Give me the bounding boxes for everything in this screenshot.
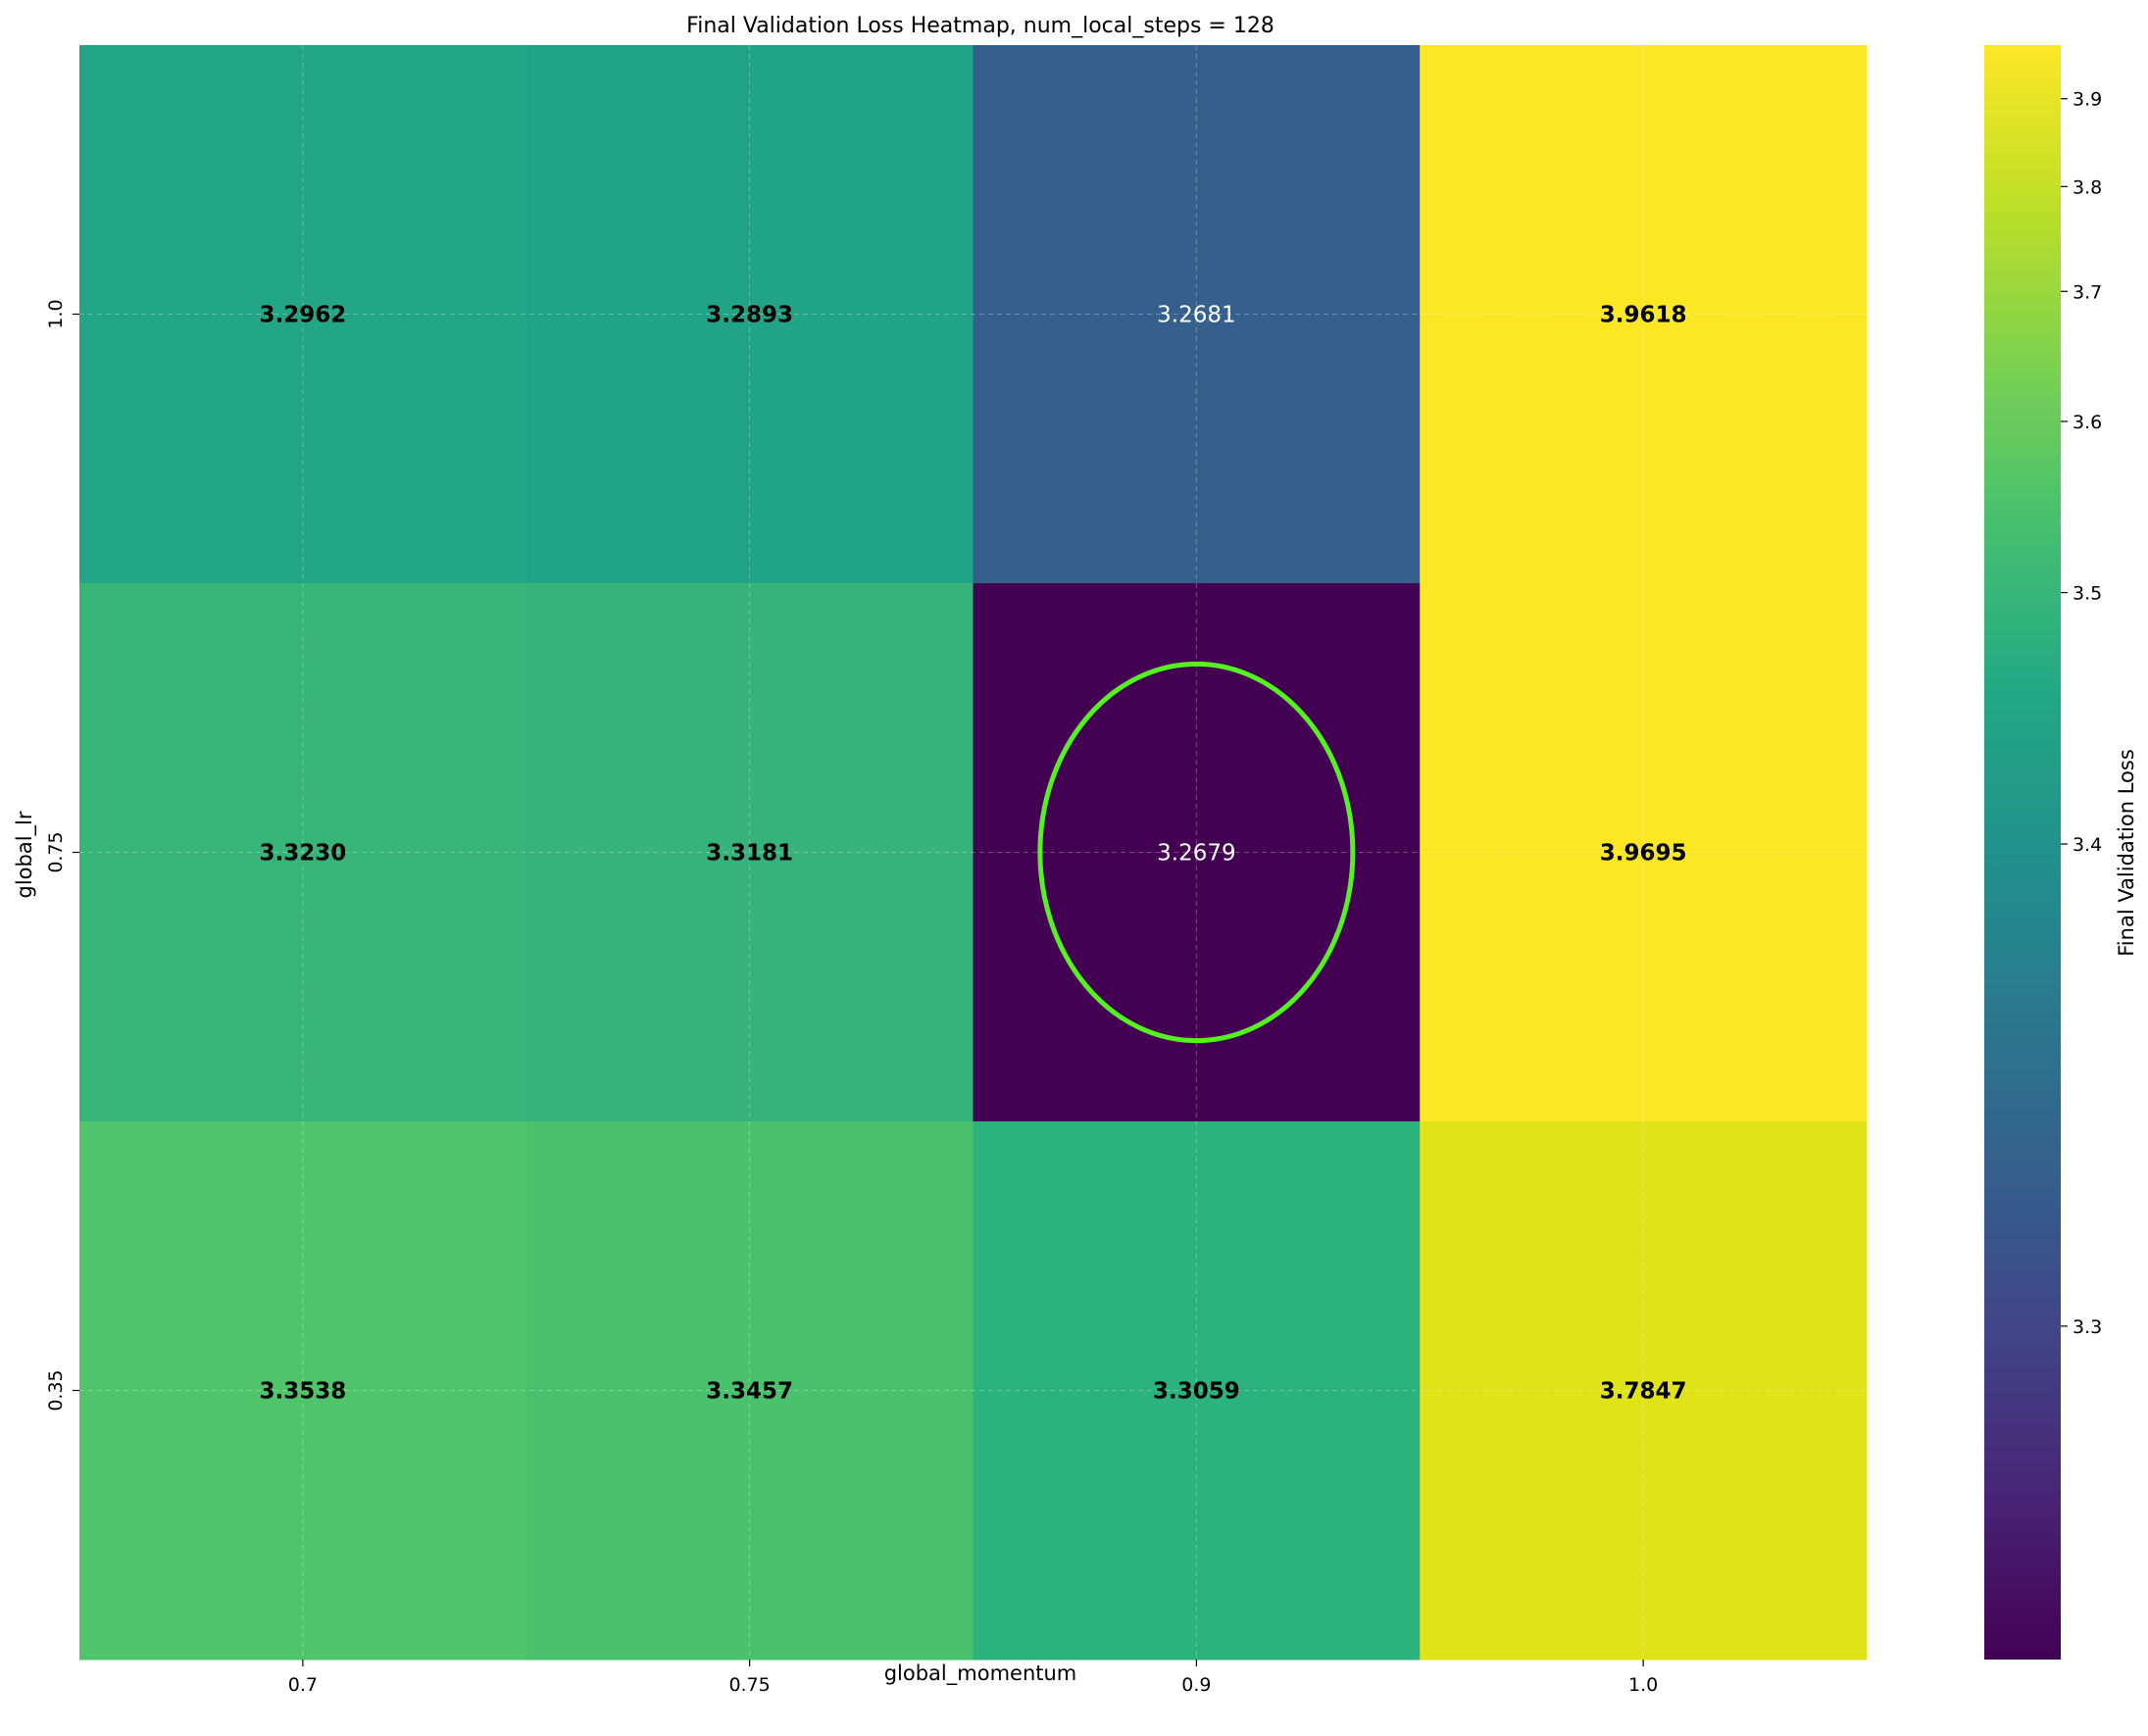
x-axis-label: global_momentum <box>884 1662 1077 1686</box>
highlight-ellipse <box>1037 661 1356 1044</box>
x-tick-label: 0.9 <box>1181 1674 1211 1696</box>
colorbar <box>1984 45 2061 1660</box>
x-tick-label: 0.75 <box>728 1674 770 1696</box>
colorbar-label: Final Validation Loss <box>2115 749 2138 957</box>
heatmap-cell <box>79 45 527 584</box>
heatmap-cells <box>79 45 1868 1661</box>
heatmap-cell <box>973 1121 1421 1661</box>
x-axis-ticks: 0.7 0.75 0.9 1.0 <box>288 1660 1658 1696</box>
y-axis-label: global_lr <box>13 811 37 898</box>
heatmap-cell <box>525 45 974 584</box>
heatmap-cell <box>973 583 1421 1122</box>
chart-title: Final Validation Loss Heatmap, num_local… <box>686 14 1274 38</box>
x-tick-label: 0.7 <box>288 1674 318 1696</box>
colorbar-tick-label: 3.6 <box>2073 412 2102 433</box>
y-tick-label: 1.0 <box>45 299 67 328</box>
cell-value-label: 3.3059 <box>1153 1379 1240 1405</box>
cell-value-labels: 3.2962 3.2893 3.2681 3.9618 3.3230 3.3181 3.26… <box>259 303 1686 1405</box>
cell-value-label: 3.3538 <box>259 1379 346 1405</box>
y-tick-label: 0.75 <box>45 831 67 872</box>
cell-value-label: 3.3457 <box>706 1379 793 1405</box>
colorbar-tick-label: 3.8 <box>2073 176 2102 198</box>
colorbar-tick-label: 3.9 <box>2073 89 2102 111</box>
cell-value-label: 3.9618 <box>1600 303 1687 328</box>
heatmap-cell <box>973 45 1421 584</box>
colorbar-tick-label: 3.7 <box>2073 281 2102 303</box>
y-tick-label: 0.35 <box>45 1369 67 1411</box>
colorbar-tick-label: 3.5 <box>2073 583 2102 605</box>
colorbar-tick-label: 3.4 <box>2073 834 2102 856</box>
cell-value-label: 3.2962 <box>259 303 346 328</box>
cell-value-label: 3.2681 <box>1157 303 1235 328</box>
x-tick-label: 1.0 <box>1628 1674 1658 1696</box>
heatmap-cell <box>1420 583 1868 1122</box>
cell-value-label: 3.2893 <box>706 303 793 328</box>
cell-value-label: 3.2679 <box>1157 841 1235 867</box>
cell-value-label: 3.9695 <box>1600 841 1687 867</box>
heatmap-cell <box>525 583 974 1122</box>
colorbar-ticks: 3.3 3.4 3.5 3.6 3.7 3.8 3.9 <box>2061 89 2102 1338</box>
heatmap-cell <box>1420 1121 1868 1661</box>
heatmap-cell <box>1420 45 1868 584</box>
cell-value-label: 3.7847 <box>1600 1379 1687 1405</box>
heatmap-cell <box>79 583 527 1122</box>
heatmap-cell <box>79 1121 527 1661</box>
cell-value-label: 3.3181 <box>706 841 793 867</box>
colorbar-tick-label: 3.3 <box>2073 1316 2102 1338</box>
cell-value-label: 3.3230 <box>259 841 346 867</box>
y-axis-ticks: 1.0 0.75 0.35 <box>45 299 79 1412</box>
heatmap-cell <box>525 1121 974 1661</box>
grid-lines <box>79 45 1867 1660</box>
